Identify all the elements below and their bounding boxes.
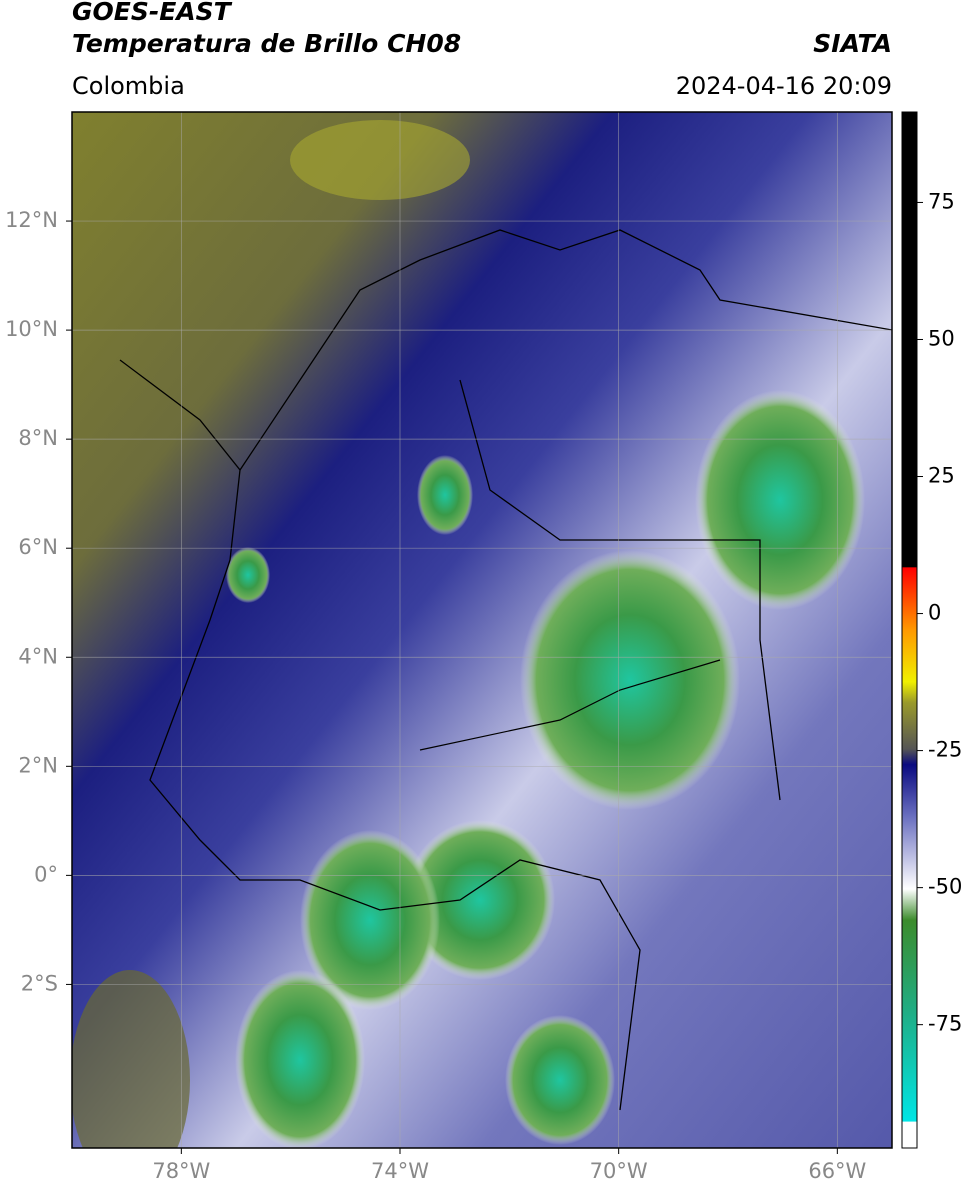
map-frame <box>71 111 893 1149</box>
title: GOES-EAST <box>72 0 233 26</box>
region: Colombia <box>72 72 185 100</box>
graticule <box>72 112 892 1148</box>
colorbar-label: -50 <box>928 875 962 899</box>
colorbar-label: 75 <box>928 189 955 213</box>
timestamp: 2024-04-16 20:09 <box>676 72 892 100</box>
lat-label: 12°N <box>5 208 58 232</box>
lat-label: 8°N <box>18 426 58 450</box>
colorbar-label: -75 <box>928 1012 962 1036</box>
subtitle: Temperatura de Brillo CH08 <box>72 29 461 58</box>
lat-label: 10°N <box>5 317 58 341</box>
lon-label: 74°W <box>371 1159 429 1183</box>
colorbar <box>901 111 918 1149</box>
colorbar-label: 50 <box>928 326 955 350</box>
lat-label: 2°S <box>21 971 58 995</box>
lat-label: 4°N <box>18 644 58 668</box>
colorbar-label: -25 <box>928 738 962 762</box>
lon-label: 66°W <box>808 1159 866 1183</box>
lat-label: 2°N <box>18 753 58 777</box>
lon-label: 78°W <box>152 1159 210 1183</box>
lat-label: 6°N <box>18 535 58 559</box>
satellite-image <box>72 112 892 1148</box>
lon-label: 70°W <box>590 1159 648 1183</box>
colorbar-label: 25 <box>928 464 955 488</box>
colorbar-label: 0 <box>928 601 941 625</box>
org: SIATA <box>813 29 892 58</box>
lat-label: 0° <box>34 862 58 886</box>
